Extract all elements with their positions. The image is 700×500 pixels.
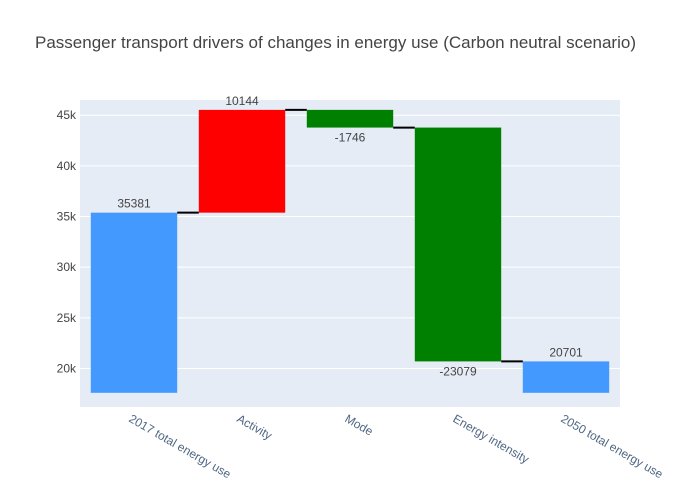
data-label-activity: 10144 [225,94,259,108]
y-tick-label: 25k [57,311,77,325]
x-axis-ticks: 2017 total energy use Activity Mode Energy … [127,411,666,481]
bar-mode [306,109,394,128]
connectors [177,108,523,363]
bar-2050-total-energy-use [522,361,610,393]
y-tick-label: 20k [57,361,77,375]
x-tick-label: 2017 total energy use [127,411,234,481]
chart-title: Passenger transport drivers of changes i… [35,33,636,52]
y-axis-ticks: 20k 25k 30k 35k 40k 45k [57,108,77,375]
bar-energy-intensity [414,127,502,362]
x-tick-label: Mode [343,411,376,438]
y-tick-label: 45k [57,108,77,122]
bar-activity [198,109,286,213]
bar-2017-total-energy-use [90,212,178,393]
y-tick-label: 35k [57,210,77,224]
data-label-2017-total-energy-use: 35381 [117,197,151,211]
x-tick-label: Activity [235,411,275,442]
x-tick-label: Energy intensity [451,411,532,466]
data-label-mode: -1746 [335,131,366,145]
x-tick-label: 2050 total energy use [559,411,666,481]
data-label-energy-intensity: -23079 [439,364,477,378]
data-labels: 35381 10144 -1746 -23079 20701 [117,94,583,379]
y-tick-label: 30k [57,260,77,274]
y-tick-label: 40k [57,159,77,173]
data-label-2050-total-energy-use: 20701 [549,345,583,359]
bars [90,109,610,393]
